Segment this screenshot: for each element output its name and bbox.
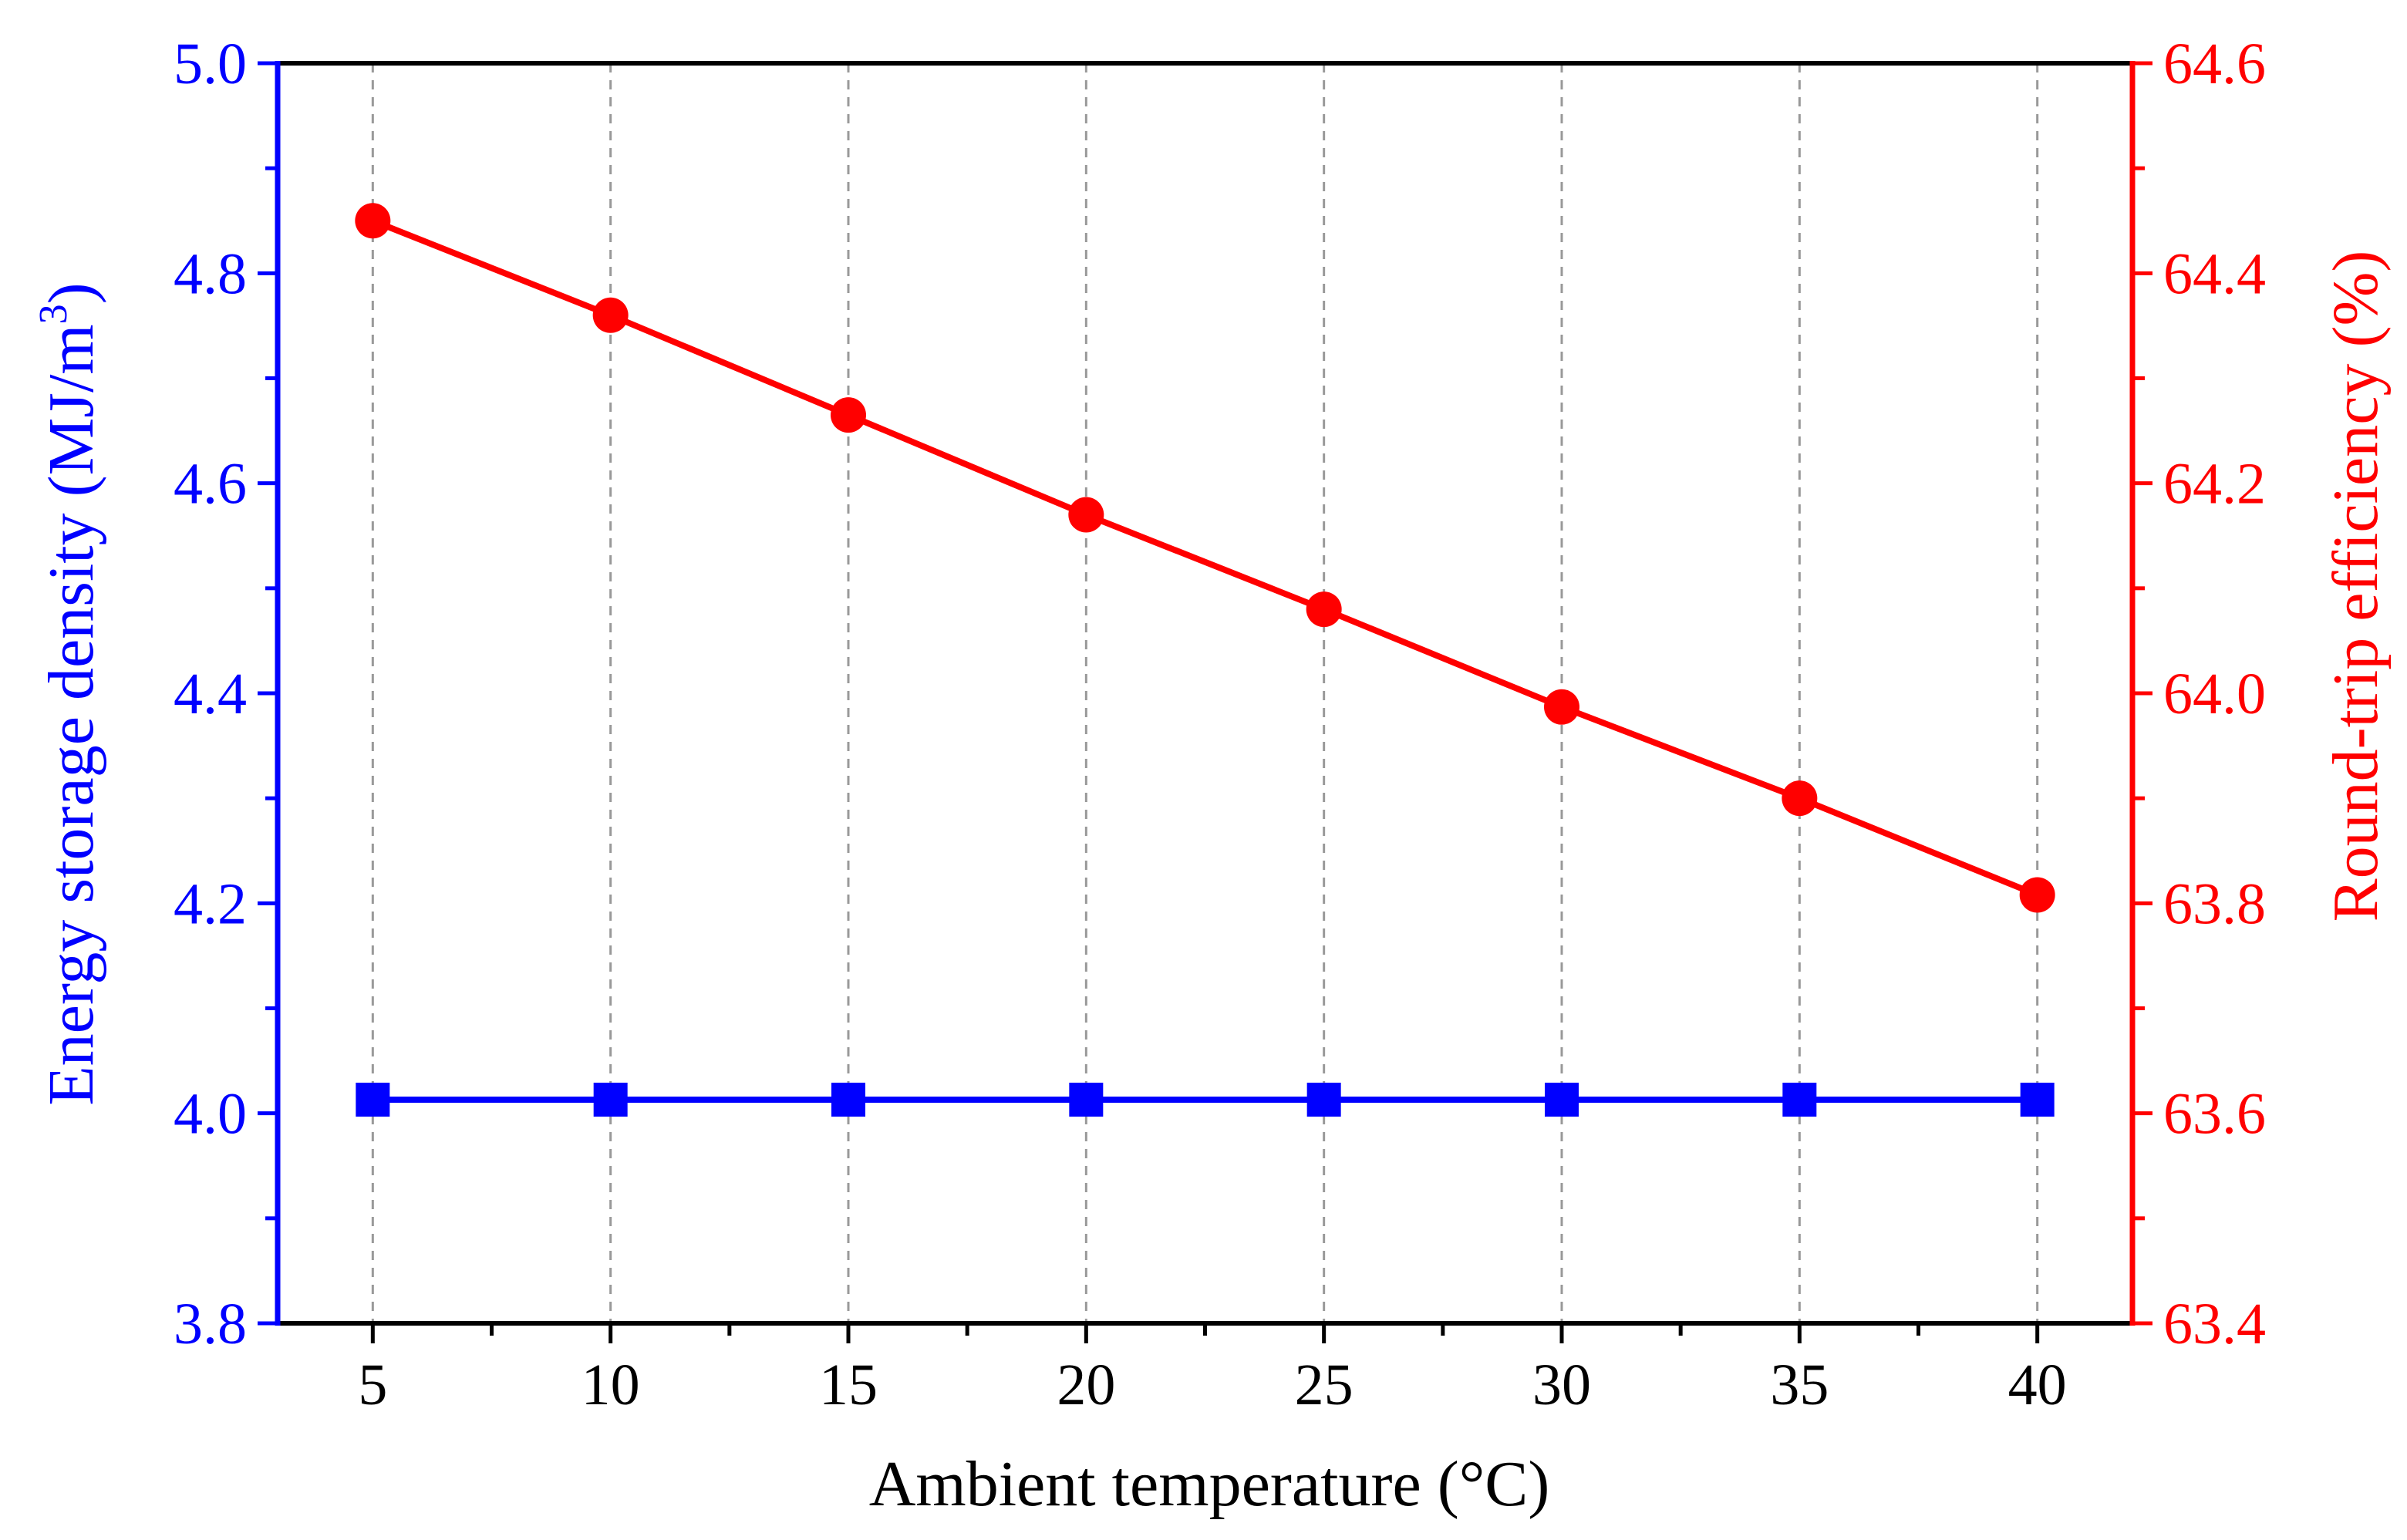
efficiency-point [2019, 877, 2055, 913]
x-tick-label: 15 [819, 1353, 878, 1417]
efficiency-point [1306, 591, 1342, 628]
x-tick-label: 25 [1295, 1353, 1354, 1417]
x-tick-label: 5 [358, 1353, 387, 1417]
y-right-tick-label: 63.6 [2163, 1082, 2266, 1147]
energy-density-point [1306, 1082, 1341, 1117]
y-left-tick-label: 4.6 [174, 452, 247, 517]
efficiency-point [1068, 497, 1104, 533]
y-left-tick-label: 5.0 [174, 32, 247, 96]
x-tick-label: 10 [582, 1353, 640, 1417]
y-right-tick-label: 64.6 [2163, 32, 2266, 96]
y-left-tick-label: 3.8 [174, 1292, 247, 1356]
tick-labels: 5 10 15 20 25 30 35 40 3.8 4.0 4.2 4.4 4.6 4.8 5.0 63.4… [174, 32, 2266, 1417]
energy-density-point [2020, 1082, 2055, 1117]
energy-density-point [1782, 1082, 1817, 1117]
x-tick-label: 35 [1770, 1353, 1829, 1417]
efficiency-point [1782, 780, 1818, 817]
y-left-title-main: Energy storage density (MJ/m [35, 324, 107, 1105]
energy-density-point [356, 1082, 390, 1117]
series-layer [355, 203, 2055, 1117]
energy-density-point [593, 1082, 628, 1117]
y-right-tick-label: 63.4 [2163, 1292, 2266, 1356]
y-left-tick-label: 4.4 [174, 662, 247, 726]
efficiency-line [371, 217, 2039, 898]
y-left-axis-title: Energy storage density (MJ/m3) [32, 282, 107, 1105]
x-tick-label: 40 [2008, 1353, 2067, 1417]
energy-density-point [1545, 1082, 1579, 1117]
x-tick-label: 30 [1532, 1353, 1591, 1417]
plot-frame [258, 61, 2152, 1343]
y-right-tick-label: 63.8 [2163, 871, 2266, 936]
x-axis-title: Ambient temperature (°C) [869, 1448, 1550, 1520]
efficiency-point [592, 297, 629, 333]
y-left-tick-label: 4.2 [174, 871, 247, 936]
efficiency-point [1544, 689, 1579, 725]
grid-lines [371, 63, 2039, 1323]
x-tick-label: 20 [1057, 1353, 1115, 1417]
y-right-tick-label: 64.4 [2163, 241, 2266, 306]
y-right-tick-label: 64.0 [2163, 662, 2266, 726]
efficiency-point [355, 203, 391, 239]
y-right-axis-title: Round-trip efficiency (%) [2320, 251, 2392, 922]
energy-density-point [831, 1082, 865, 1117]
y-left-tick-label: 4.8 [174, 241, 247, 306]
efficiency-point [831, 397, 866, 433]
energy-density-point [1069, 1082, 1104, 1117]
y-left-title-superscript: 3 [32, 304, 76, 324]
y-right-tick-label: 64.2 [2163, 452, 2266, 517]
y-left-title-suffix: ) [35, 282, 107, 304]
y-left-tick-label: 4.0 [174, 1082, 247, 1147]
